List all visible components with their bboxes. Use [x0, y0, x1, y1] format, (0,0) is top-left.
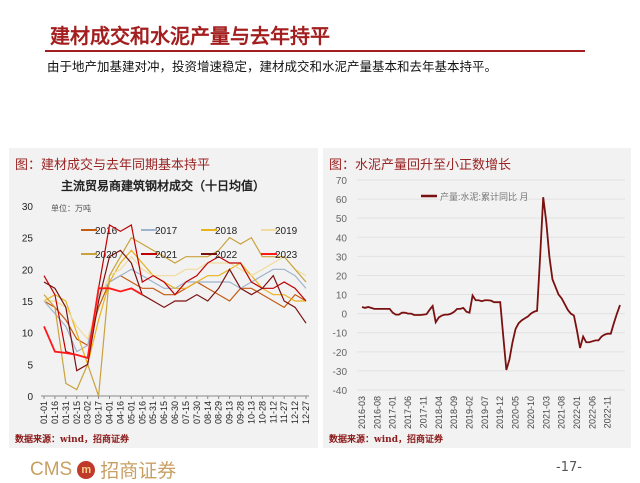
- y-tick-label: 0: [27, 392, 33, 403]
- x-tick-label: 01-01: [39, 401, 49, 424]
- x-tick-label: 02-15: [72, 401, 82, 424]
- x-tick-label: 2016-03: [357, 396, 367, 429]
- legend-label-2017: 2017: [155, 226, 178, 237]
- legend-label-2018: 2018: [215, 226, 238, 237]
- cms-logo: CMS m 招商证券: [30, 456, 176, 483]
- page-number: -17-: [556, 460, 582, 475]
- x-tick-label: 11-12: [268, 401, 278, 423]
- x-tick-label: 2017-06: [403, 396, 413, 429]
- x-tick-label: 2021-08: [557, 396, 567, 429]
- x-tick-label: 2018-04: [434, 396, 444, 429]
- right-panel-title: 图：水泥产量回升至小正数增长: [329, 158, 512, 173]
- x-tick-label: 2021-03: [541, 396, 551, 429]
- cement-output-chart: -40 -30 -20 -10 0 10 20 30 40 50 60 70 2016-03 2016-0…: [333, 176, 625, 429]
- x-tick-label: 03-17: [94, 401, 104, 424]
- title-divider: [45, 50, 585, 52]
- x-tick-label: 2019-07: [480, 396, 490, 429]
- x-tick-label: 08-14: [203, 401, 213, 424]
- y-tick-label: -10: [333, 329, 348, 340]
- y-tick-label: 40: [336, 233, 348, 244]
- y-tick-label: 10: [22, 329, 34, 340]
- x-tick-label: 04-01: [105, 401, 115, 424]
- x-tick-label: 01-16: [50, 401, 60, 424]
- series-line-2023: [43, 287, 143, 360]
- chart-title: 主流贸易商建筑钢材成交（十日均值）: [61, 178, 265, 193]
- left-panel-title: 图：建材成交与去年同期基本持平: [15, 158, 211, 173]
- page-subtitle: 由于地产加基建对冲，投资增速稳定，建材成交和水泥产量基本和去年基本持平。: [47, 59, 498, 74]
- x-tick-label: 2016-08: [372, 396, 382, 429]
- x-tick-label: 10-13: [246, 401, 256, 424]
- x-tick-label: 2017-01: [388, 396, 398, 429]
- unit-label: 单位：万吨: [51, 203, 91, 213]
- x-tick-label: 10-28: [257, 401, 267, 424]
- x-tick-label: 09-13: [225, 401, 235, 424]
- x-tick-label: 07-15: [181, 401, 191, 424]
- right-chart-panel: 图：水泥产量回升至小正数增长 -40 -30 -20 -10 0 10 20 30 40 50 60…: [323, 148, 631, 448]
- series-line-2020: [43, 236, 307, 397]
- x-tick-label: 09-28: [236, 401, 246, 424]
- y-tick-label: 60: [336, 195, 348, 206]
- logo-cn: 招商证券: [100, 461, 177, 482]
- x-tick-label: 2020-10: [526, 396, 536, 429]
- legend-label: 产量:水泥:累计同比 月: [440, 191, 529, 202]
- x-tick-label: 12-12: [290, 401, 300, 424]
- legend-label-2023: 2023: [275, 250, 298, 261]
- x-tick-label: 06-15: [159, 401, 169, 424]
- y-tick-label: 50: [336, 214, 348, 225]
- y-tick-label: 15: [22, 297, 34, 308]
- logo-mark-icon: m: [77, 460, 96, 479]
- logo-text: CMS: [30, 458, 73, 480]
- legend-label-2019: 2019: [275, 226, 298, 237]
- series-line-2016: [43, 274, 307, 347]
- x-tick-label: 04-16: [115, 401, 125, 424]
- y-tick-label: 30: [22, 202, 34, 213]
- x-tick-label: 2022-11: [603, 396, 613, 428]
- x-tick-label: 03-02: [83, 401, 93, 424]
- y-tick-label: -20: [333, 348, 348, 359]
- left-source: 数据来源：wind，招商证券: [15, 435, 130, 445]
- legend-label-2022: 2022: [215, 250, 238, 261]
- x-tick-label: 07-30: [192, 401, 202, 424]
- y-tick-label: 70: [336, 176, 348, 187]
- right-source: 数据来源：wind，招商证券: [329, 435, 444, 445]
- page-title: 建材成交和水泥产量与去年持平: [50, 24, 330, 48]
- legend-label-2020: 2020: [95, 250, 118, 261]
- y-tick-label: 20: [336, 271, 348, 282]
- y-tick-label: 0: [341, 310, 347, 321]
- x-tick-label: 06-30: [170, 401, 180, 424]
- series-line-2017: [43, 268, 307, 353]
- x-tick-label: 2020-05: [511, 396, 521, 429]
- y-tick-label: 10: [336, 291, 348, 302]
- x-tick-label: 2022-01: [572, 396, 582, 429]
- series-line: [361, 197, 621, 371]
- x-tick-label: 2017-11: [418, 396, 428, 428]
- y-tick-label: 20: [22, 265, 34, 276]
- x-tick-label: 01-31: [61, 401, 71, 424]
- y-tick-label: -40: [333, 386, 348, 397]
- x-tick-label: 12-27: [301, 401, 311, 424]
- y-tick-label: 5: [27, 360, 33, 371]
- x-tick-label: 2019-12: [495, 396, 505, 429]
- left-chart-panel: 图：建材成交与去年同期基本持平 主流贸易商建筑钢材成交（十日均值） 单位：万吨 0 5…: [9, 148, 318, 448]
- x-tick-label: 05-31: [148, 401, 158, 424]
- y-tick-label: 30: [336, 252, 348, 263]
- x-tick-label: 05-01: [126, 401, 136, 424]
- x-tick-label: 2018-09: [449, 396, 459, 429]
- x-tick-label: 2019-02: [465, 396, 475, 429]
- x-tick-label: 2022-06: [587, 396, 597, 429]
- y-tick-label: 25: [22, 234, 34, 245]
- x-tick-label: 11-27: [279, 401, 289, 423]
- x-tick-label: 08-29: [214, 401, 224, 424]
- series-line-2019: [44, 255, 307, 341]
- series-line-2022: [43, 249, 307, 372]
- legend-label-2021: 2021: [155, 250, 178, 261]
- y-tick-label: -30: [333, 367, 348, 378]
- x-tick-label: 05-16: [137, 401, 147, 424]
- legend-label-2016: 2016: [95, 226, 118, 237]
